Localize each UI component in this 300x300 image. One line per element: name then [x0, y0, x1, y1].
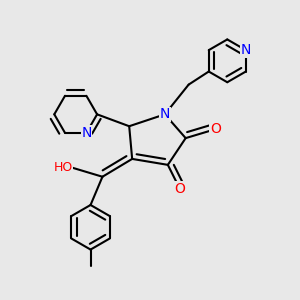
- Text: N: N: [160, 107, 170, 121]
- Text: O: O: [210, 122, 221, 136]
- Text: N: N: [81, 126, 92, 140]
- Text: HO: HO: [53, 161, 73, 174]
- Text: O: O: [174, 182, 185, 196]
- Text: N: N: [241, 43, 251, 57]
